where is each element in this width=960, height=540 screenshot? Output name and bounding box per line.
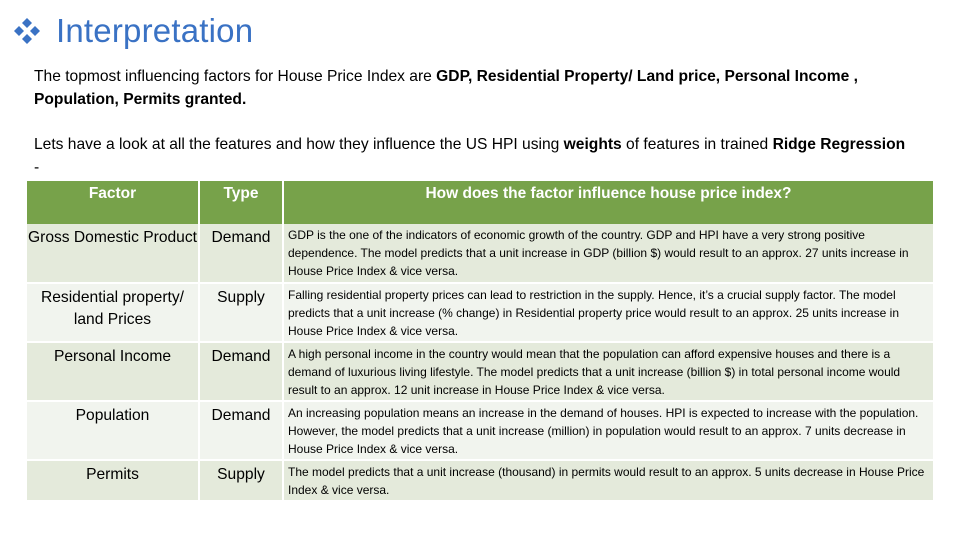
intro-paragraph-2: Lets have a look at all the features and… [34,133,914,179]
type-cell: Supply [199,283,284,343]
table-header-row: Factor Type How does the factor influenc… [27,181,935,224]
description-cell: Falling residential property prices can … [283,283,935,343]
type-cell: Demand [199,401,284,461]
intro-text: Lets have a look at all the features and… [34,136,564,153]
intro-paragraph-1: The topmost influencing factors for Hous… [34,65,914,111]
description-cell: The model predicts that a unit increase … [283,460,935,502]
table-row: Personal Income Demand A high personal i… [27,342,935,402]
factor-cell: Population [27,401,200,461]
column-header-type: Type [199,181,284,224]
factors-table: Factor Type How does the factor influenc… [27,181,935,502]
type-cell: Demand [199,342,284,402]
intro-text: of features in trained [621,136,773,153]
description-cell: A high personal income in the country wo… [283,342,935,402]
table-row: Residential property/ land Prices Supply… [27,283,935,343]
column-header-influence: How does the factor influence house pric… [283,181,935,224]
description-cell: An increasing population means an increa… [283,401,935,461]
factor-cell: Permits [27,460,200,502]
intro-factors-bold: GDP, Residential Property/ Land price, P… [34,68,858,108]
factor-cell: Residential property/ land Prices [27,283,200,343]
factor-cell: Gross Domestic Product [27,224,200,284]
type-cell: Supply [199,460,284,502]
description-cell: GDP is the one of the indicators of econ… [283,224,935,284]
table-row: Permits Supply The model predicts that a… [27,460,935,502]
diamond-cluster-icon [12,16,42,46]
type-cell: Demand [199,224,284,284]
table-row: Population Demand An increasing populati… [27,401,935,461]
factor-cell: Personal Income [27,342,200,402]
slide-header: Interpretation [12,12,253,50]
intro-text: - [34,159,40,176]
page-title: Interpretation [56,12,254,49]
column-header-factor: Factor [27,181,200,224]
ridge-regression-bold: Ridge Regression [772,136,906,153]
intro-text: The topmost influencing factors for Hous… [34,68,437,85]
weights-bold: weights [563,136,622,153]
table-row: Gross Domestic Product Demand GDP is the… [27,224,935,284]
